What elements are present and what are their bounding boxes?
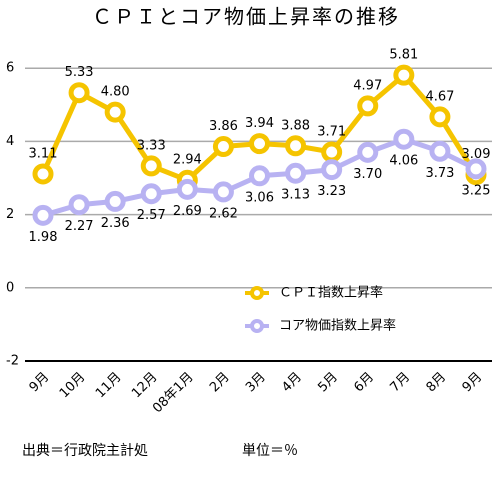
x-tick-label: 7月 (387, 370, 413, 396)
data-label: 4.80 (101, 85, 130, 100)
x-tick-label: 8月 (424, 370, 450, 396)
point (285, 162, 307, 184)
data-label: 4.06 (389, 154, 418, 169)
data-label: 3.88 (281, 118, 310, 133)
point (429, 140, 451, 162)
point (429, 106, 451, 128)
x-tick-label: 3月 (243, 370, 269, 396)
data-label: 5.33 (65, 65, 94, 80)
x-tick-label: 11月 (93, 370, 124, 401)
data-label: 1.98 (29, 230, 58, 245)
data-label: 2.69 (173, 204, 202, 219)
data-label: 3.06 (245, 190, 274, 205)
point (104, 190, 126, 212)
data-label: 3.73 (425, 166, 454, 181)
data-label: 3.86 (209, 119, 238, 134)
point (249, 165, 270, 187)
point (140, 155, 162, 177)
x-tick-label: 12月 (129, 370, 160, 401)
data-label: 3.09 (462, 147, 491, 162)
chart-title: ＣＰＩとコア物価上昇率の推移 (92, 5, 400, 29)
point (68, 194, 90, 216)
y-tick-label: 2 (6, 207, 14, 222)
data-label: 3.33 (137, 138, 166, 153)
point (140, 183, 162, 205)
y-tick-label: -2 (6, 354, 19, 369)
source-note: 出典＝行政院主計処 (22, 443, 148, 459)
x-tick-label: 10月 (57, 370, 88, 401)
data-label: 2.62 (209, 206, 238, 221)
point (176, 178, 198, 200)
point (32, 204, 54, 226)
data-label: 2.27 (65, 219, 94, 234)
data-label: 3.94 (245, 116, 274, 131)
point (212, 136, 234, 158)
legend-label: コア物価指数上昇率 (279, 318, 396, 334)
data-label: 5.81 (389, 48, 418, 63)
x-tick-label: 9月 (460, 370, 486, 396)
x-tick-label: 9月 (27, 370, 53, 396)
data-label: 2.94 (173, 153, 202, 168)
point (212, 181, 234, 203)
data-label: 3.13 (281, 188, 310, 203)
x-tick-label: 5月 (315, 370, 341, 396)
point (249, 133, 270, 155)
x-tick-label: 4月 (279, 370, 305, 396)
data-label: 3.23 (317, 184, 346, 199)
data-label: 3.11 (29, 146, 58, 161)
x-tick-label: 08年1月 (150, 370, 197, 417)
point (104, 101, 126, 123)
data-label: 2.57 (137, 208, 166, 223)
data-label: 4.67 (425, 89, 454, 104)
x-tick-label: 2月 (207, 370, 233, 396)
y-tick-label: 6 (6, 61, 14, 76)
legend-marker (250, 286, 264, 300)
unit-note: 単位＝％ (242, 443, 298, 459)
legend-label: ＣＰＩ指数上昇率 (279, 285, 383, 301)
point (393, 128, 415, 150)
y-tick-label: 0 (6, 280, 14, 295)
point (321, 159, 343, 181)
point (68, 82, 90, 104)
point (357, 141, 379, 163)
x-tick-label: 6月 (351, 370, 377, 396)
data-label: 3.70 (353, 167, 382, 182)
legend-marker (250, 319, 264, 333)
data-label: 3.25 (462, 183, 491, 198)
data-label: 4.97 (353, 78, 382, 93)
point (465, 158, 487, 180)
point (32, 163, 54, 185)
y-tick-label: 4 (6, 134, 14, 149)
point (357, 95, 379, 117)
data-label: 3.71 (317, 125, 346, 140)
data-label: 2.36 (101, 216, 130, 231)
point (393, 64, 415, 86)
point (321, 141, 343, 163)
point (285, 135, 307, 157)
